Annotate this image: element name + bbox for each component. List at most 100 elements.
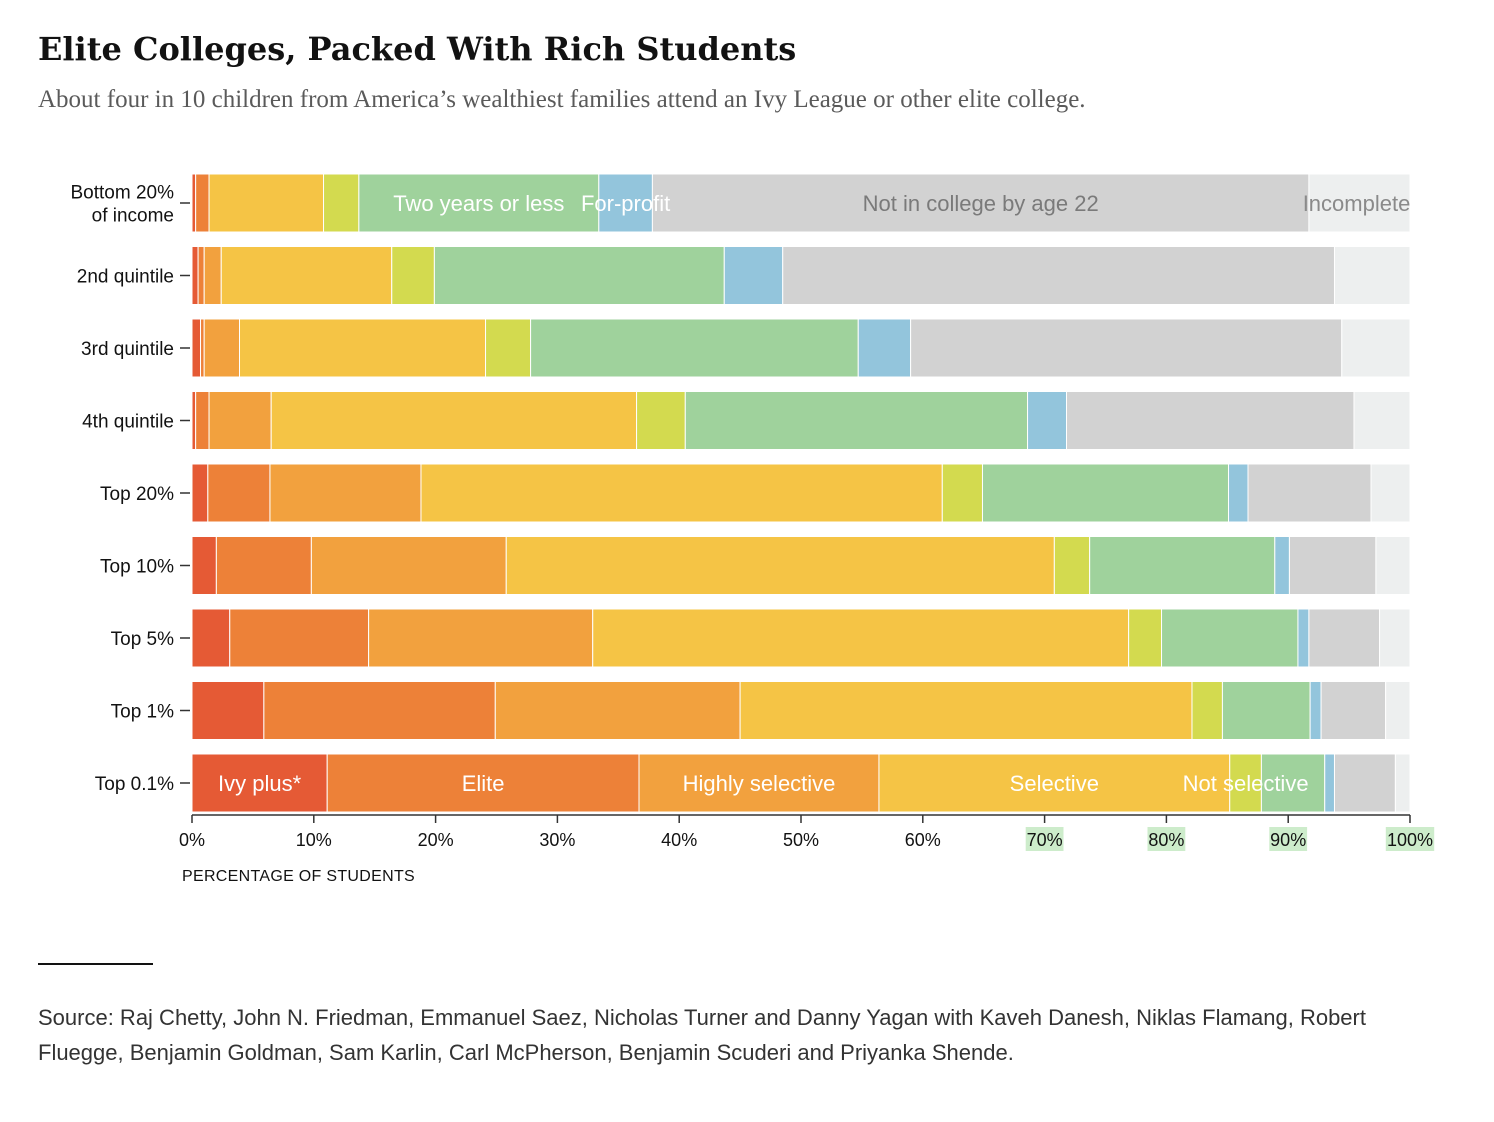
bar-segment-elite-row-2 [200,318,205,378]
inline-label-for-profit: For-profit [581,191,670,216]
row-label-0-line-1: of income [92,206,174,227]
stacked-bar-chart: Bottom 20%of income 2nd quintile 3rd quint… [71,173,1435,885]
bar-segment-highly-selective-row-8 [638,753,880,813]
bar-segment-incomplete-row-5 [1375,536,1411,595]
x-tick-highlight-9 [1269,827,1308,851]
bar-segment-two-years-or-less-row-4 [981,463,1230,523]
row-label-7: Top 1% [111,702,174,723]
bar-segment-ivy-plus-row-1 [191,246,199,305]
bar-segment-selective-row-3 [270,391,638,450]
bar-segment-for-profit-row-1 [723,246,784,305]
bar-segment-for-profit-row-2 [857,318,912,378]
bar-segment-not-selective-row-0 [323,173,360,233]
row-label-3: 4th quintile [82,412,174,433]
x-tick-highlight-7 [1025,827,1064,851]
bar-segment-for-profit-row-4 [1228,463,1249,523]
x-tick-highlight-8 [1147,827,1186,851]
bar-segment-selective-row-6 [592,608,1130,668]
bar-segment-highly-selective-row-2 [203,318,240,378]
bar-segment-not-in-college-by-age-22-row-5 [1288,536,1377,595]
bar-segment-ivy-plus-row-5 [191,536,217,595]
bar-segment-not-in-college-by-age-22-row-1 [782,246,1335,305]
bar-segment-selective-row-4 [420,463,943,523]
bar-segment-two-years-or-less-row-1 [433,246,725,305]
x-tick-label-2: 20% [418,830,454,850]
row-label-2: 3rd quintile [81,339,174,360]
x-tick-label-8: 80% [1148,830,1184,850]
bar-segment-selective-row-8 [878,753,1231,813]
bar-segment-not-selective-row-7 [1191,681,1223,740]
x-axis-title: PERCENTAGE OF STUDENTS [182,868,415,885]
x-tick-label-3: 30% [539,830,575,850]
bar-segment-highly-selective-row-1 [203,246,222,305]
bar-segment-selective-row-2 [239,318,487,378]
inline-label-ivy-plus: Ivy plus* [218,771,302,796]
bar-segment-two-years-or-less-row-0 [358,173,600,233]
bar-segment-elite-row-3 [195,391,210,450]
x-tick-highlight-10 [1385,827,1435,851]
inline-label-two-years-or-less: Two years or less [393,191,564,216]
bar-segment-incomplete-row-3 [1353,391,1411,450]
x-tick-label-0: 0% [179,830,205,850]
bar-segment-selective-row-0 [208,173,325,233]
bar-segment-two-years-or-less-row-3 [684,391,1029,450]
row-label-6: Top 5% [111,629,174,650]
x-tick-label-1: 10% [296,830,332,850]
bar-segment-incomplete-row-1 [1333,246,1411,305]
bar-segment-not-in-college-by-age-22-row-7 [1320,681,1387,740]
bar-segment-selective-row-7 [739,681,1193,740]
bar-segment-ivy-plus-row-6 [191,608,231,668]
bar-segment-two-years-or-less-row-7 [1221,681,1311,740]
bar-segment-elite-row-1 [197,246,205,305]
chart-title: Elite Colleges, Packed With Rich Student… [38,30,797,68]
bar-segment-incomplete-row-4 [1370,463,1411,523]
bar-segment-highly-selective-row-6 [368,608,594,668]
bar-segment-not-in-college-by-age-22-row-2 [910,318,1343,378]
row-label-1: 2nd quintile [77,267,174,288]
bar-segment-two-years-or-less-row-2 [530,318,859,378]
bar-segment-ivy-plus-row-2 [191,318,202,378]
bar-segment-incomplete-row-2 [1341,318,1411,378]
bar-segment-for-profit-row-5 [1274,536,1290,595]
bar-segment-not-selective-row-1 [391,246,435,305]
bar-segment-for-profit-row-8 [1324,753,1335,813]
bar-segment-highly-selective-row-7 [494,681,741,740]
bar-segment-elite-row-7 [263,681,496,740]
x-tick-label-4: 40% [661,830,697,850]
inline-label-not-in-college-by-age-22: Not in college by age 22 [863,191,1099,216]
bar-segment-for-profit-row-3 [1027,391,1068,450]
x-tick-label-7: 70% [1027,830,1063,850]
row-label-5: Top 10% [100,557,174,578]
bar-segment-ivy-plus-row-3 [191,391,197,450]
row-label-4: Top 20% [100,484,174,505]
bar-segment-ivy-plus-row-0 [191,173,197,233]
bar-segment-ivy-plus-row-7 [191,681,265,740]
bar-segment-selective-row-5 [505,536,1055,595]
bar-segment-not-selective-row-3 [636,391,686,450]
bar-segment-ivy-plus-row-4 [191,463,209,523]
bar-segment-elite-row-0 [195,173,210,233]
x-tick-label-5: 50% [783,830,819,850]
bar-segment-incomplete-row-8 [1394,753,1411,813]
bar-segment-not-in-college-by-age-22-row-6 [1308,608,1381,668]
inline-label-selective: Selective [1010,771,1099,796]
source-note: Source: Raj Chetty, John N. Friedman, Em… [38,1005,1366,1065]
bar-segment-highly-selective-row-5 [310,536,507,595]
bar-segment-not-selective-row-4 [941,463,983,523]
x-tick-label-10: 100% [1387,830,1433,850]
inline-label-not-selective: Not selective [1183,771,1309,796]
row-label-0-line-0: Bottom 20% [71,183,175,204]
bar-segment-selective-row-1 [220,246,393,305]
row-label-8: Top 0.1% [95,774,174,795]
bar-segment-two-years-or-less-row-5 [1089,536,1276,595]
bar-segment-for-profit-row-0 [598,173,653,233]
bar-segment-ivy-plus-row-8 [191,753,328,813]
bar-segment-not-selective-row-6 [1128,608,1163,668]
bar-segment-not-in-college-by-age-22-row-3 [1066,391,1355,450]
bar-segment-incomplete-row-6 [1379,608,1411,668]
bar-segment-for-profit-row-6 [1297,608,1310,668]
x-tick-label-9: 90% [1270,830,1306,850]
footer-divider [38,963,153,965]
bar-segment-not-in-college-by-age-22-row-4 [1247,463,1372,523]
chart-subtitle: About four in 10 children from America’s… [38,86,1086,113]
